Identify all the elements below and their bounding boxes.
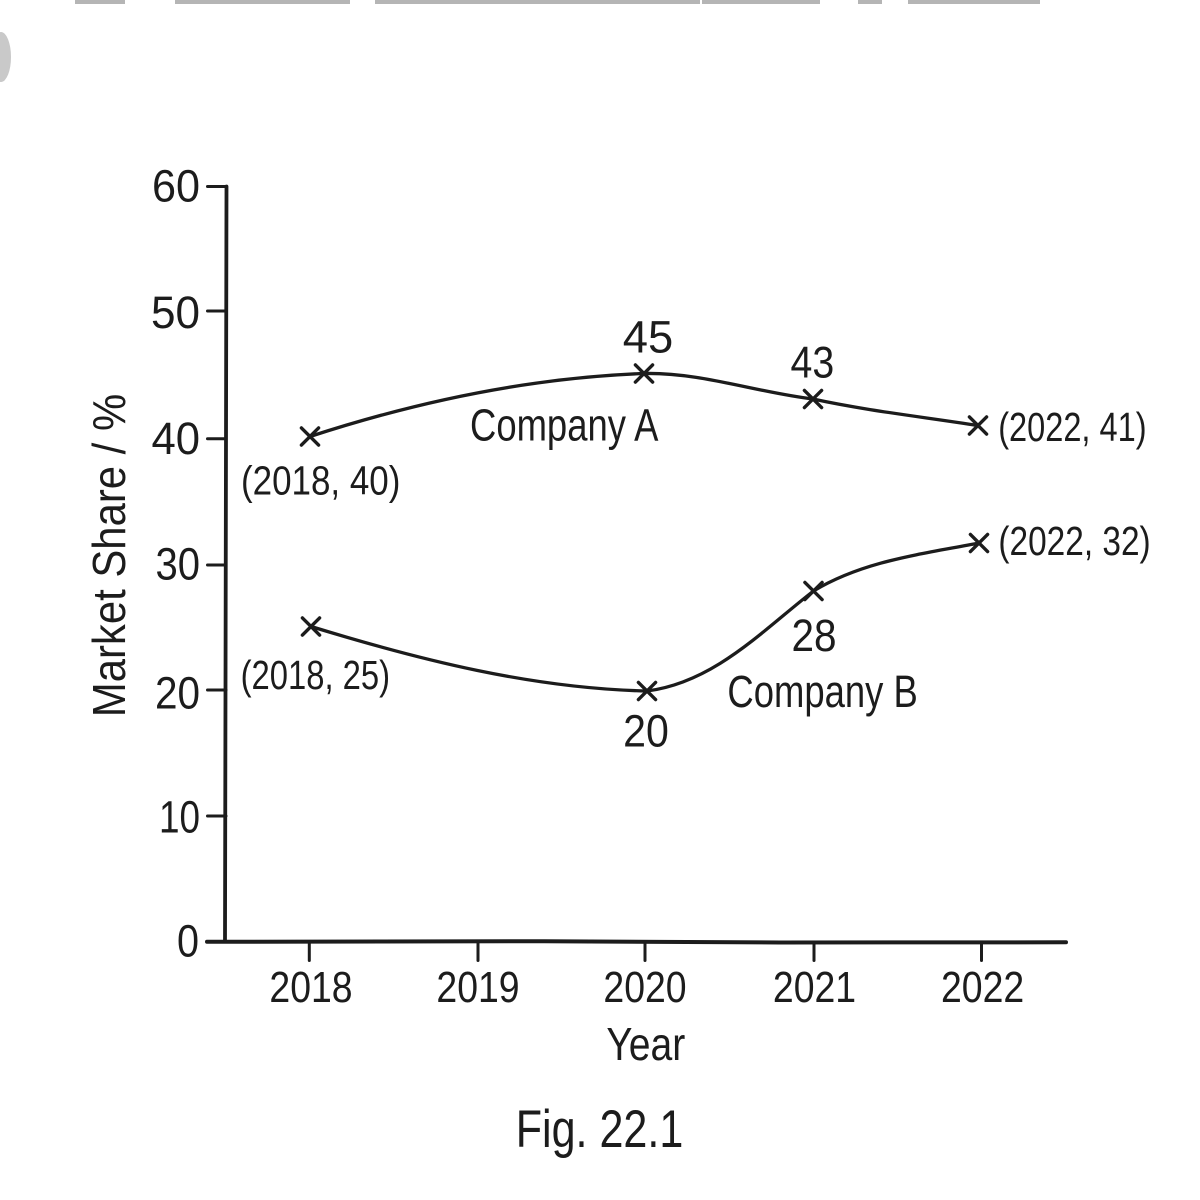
- svg-text:10: 10: [159, 792, 200, 842]
- svg-text:45: 45: [623, 311, 673, 362]
- svg-text:60: 60: [152, 162, 200, 212]
- svg-text:(2018, 40): (2018, 40): [241, 459, 400, 504]
- svg-text:2020: 2020: [603, 962, 686, 1011]
- svg-text:2019: 2019: [436, 962, 519, 1011]
- svg-text:(2022, 41): (2022, 41): [998, 403, 1146, 450]
- svg-text:(2018, 25): (2018, 25): [241, 651, 390, 697]
- svg-text:Year: Year: [606, 1019, 685, 1071]
- svg-text:2022: 2022: [941, 962, 1024, 1011]
- svg-text:2021: 2021: [773, 962, 856, 1011]
- svg-text:20: 20: [623, 707, 669, 757]
- svg-text:40: 40: [151, 414, 200, 464]
- svg-text:28: 28: [791, 611, 836, 661]
- svg-text:20: 20: [155, 669, 200, 719]
- svg-text:43: 43: [791, 337, 835, 387]
- svg-text:Market Share / %: Market Share / %: [84, 394, 135, 717]
- svg-text:0: 0: [177, 916, 199, 966]
- svg-text:2018: 2018: [269, 962, 352, 1011]
- svg-text:Fig. 22.1: Fig. 22.1: [516, 1100, 684, 1159]
- svg-text:50: 50: [151, 289, 200, 338]
- svg-text:Company A: Company A: [470, 400, 659, 451]
- svg-text:30: 30: [155, 539, 200, 590]
- svg-text:(2022, 32): (2022, 32): [998, 518, 1150, 564]
- svg-text:Company B: Company B: [727, 666, 917, 717]
